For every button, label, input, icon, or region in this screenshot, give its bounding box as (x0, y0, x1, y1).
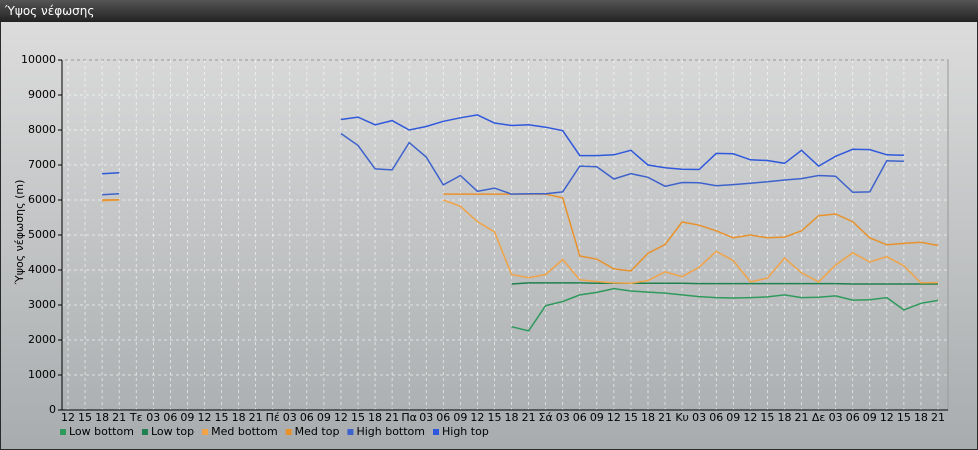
x-tick-label: 06 (300, 411, 314, 424)
x-tick-label: Δε (812, 411, 826, 424)
x-tick-label: 12 (334, 411, 348, 424)
x-tick-label: 06 (436, 411, 450, 424)
legend-swatch (347, 429, 354, 435)
x-tick-label: 06 (573, 411, 587, 424)
legend-swatch (285, 429, 292, 435)
x-tick-label: Σά (539, 411, 553, 424)
x-tick-label: 09 (453, 411, 467, 424)
y-tick-label: 5000 (28, 228, 56, 241)
x-tick-label: 09 (317, 411, 331, 424)
x-tick-label: 21 (931, 411, 945, 424)
series-line (102, 132, 904, 196)
x-tick-label: 21 (112, 411, 126, 424)
x-tick-label: 18 (914, 411, 928, 424)
x-tick-label: 18 (641, 411, 655, 424)
x-tick-label: Πέ (266, 411, 280, 424)
x-tick-label: 15 (897, 411, 911, 424)
x-tick-label: 15 (351, 411, 365, 424)
x-tick-label: 21 (385, 411, 399, 424)
legend-label: Med top (295, 425, 340, 438)
x-tick-label: 21 (658, 411, 672, 424)
legend-label: High bottom (356, 425, 425, 438)
x-tick-label: 18 (505, 411, 519, 424)
series-line (102, 114, 904, 175)
x-tick-label: 18 (95, 411, 109, 424)
x-tick-label: 03 (283, 411, 297, 424)
y-tick-label: 10000 (21, 53, 56, 66)
x-tick-label: Πα (401, 411, 417, 424)
y-tick-label: 6000 (28, 193, 56, 206)
x-tick-label: 12 (470, 411, 484, 424)
x-tick-label: 09 (180, 411, 194, 424)
x-tick-label: 21 (522, 411, 536, 424)
legend-label: Low bottom (69, 425, 134, 438)
x-tick-label: Κυ (675, 411, 689, 424)
x-tick-label: 03 (419, 411, 433, 424)
x-tick-label: 06 (163, 411, 177, 424)
x-tick-label: 09 (726, 411, 740, 424)
series-line (511, 282, 938, 285)
y-tick-label: 7000 (28, 158, 56, 171)
x-tick-label: 12 (743, 411, 757, 424)
x-tick-label: 12 (61, 411, 75, 424)
y-tick-label: 2000 (28, 333, 56, 346)
chart: Ύψος νέφωσης (m) 0 1000 2000 3000 4000 5000 60… (1, 22, 977, 449)
x-tick-label: 18 (368, 411, 382, 424)
x-tick-label: 15 (487, 411, 501, 424)
y-axis-title: Ύψος νέφωσης (m) (13, 180, 26, 286)
y-tick-label: 0 (49, 403, 56, 416)
x-tick-label: 09 (590, 411, 604, 424)
x-tick-label: Τε (129, 411, 143, 424)
x-tick-label: 03 (829, 411, 843, 424)
x-tick-label: 21 (249, 411, 263, 424)
series-line (511, 287, 939, 332)
x-tick-label: 18 (777, 411, 791, 424)
legend-swatch (141, 429, 148, 435)
y-tick-label: 1000 (28, 368, 56, 381)
x-tick-label: 12 (880, 411, 894, 424)
x-tick-label: 12 (197, 411, 211, 424)
legend-swatch (60, 429, 66, 435)
x-tick-label: 15 (624, 411, 638, 424)
x-tick-label: 03 (692, 411, 706, 424)
x-tick-label: 03 (556, 411, 570, 424)
x-tick-label: 06 (846, 411, 860, 424)
legend-swatch (433, 429, 439, 435)
x-tick-label: 15 (760, 411, 774, 424)
x-tick-label: 03 (146, 411, 160, 424)
y-tick-label: 9000 (28, 88, 56, 101)
legend-label: Med bottom (211, 425, 278, 438)
x-tick-label: 21 (795, 411, 809, 424)
chart-background (1, 22, 977, 449)
legend-swatch (202, 429, 209, 435)
x-tick-label: 15 (78, 411, 92, 424)
x-tick-label: 15 (215, 411, 229, 424)
x-tick-label: 06 (709, 411, 723, 424)
chart-title: Ύψος νέφωσης (0, 0, 978, 22)
x-tick-label: 09 (863, 411, 877, 424)
y-tick-label: 4000 (28, 263, 56, 276)
y-tick-label: 8000 (28, 123, 56, 136)
legend-label: High top (442, 425, 489, 438)
x-tick-label: 12 (607, 411, 621, 424)
x-tick-label: 18 (232, 411, 246, 424)
legend-label: Low top (151, 425, 194, 438)
y-tick-label: 3000 (28, 298, 56, 311)
